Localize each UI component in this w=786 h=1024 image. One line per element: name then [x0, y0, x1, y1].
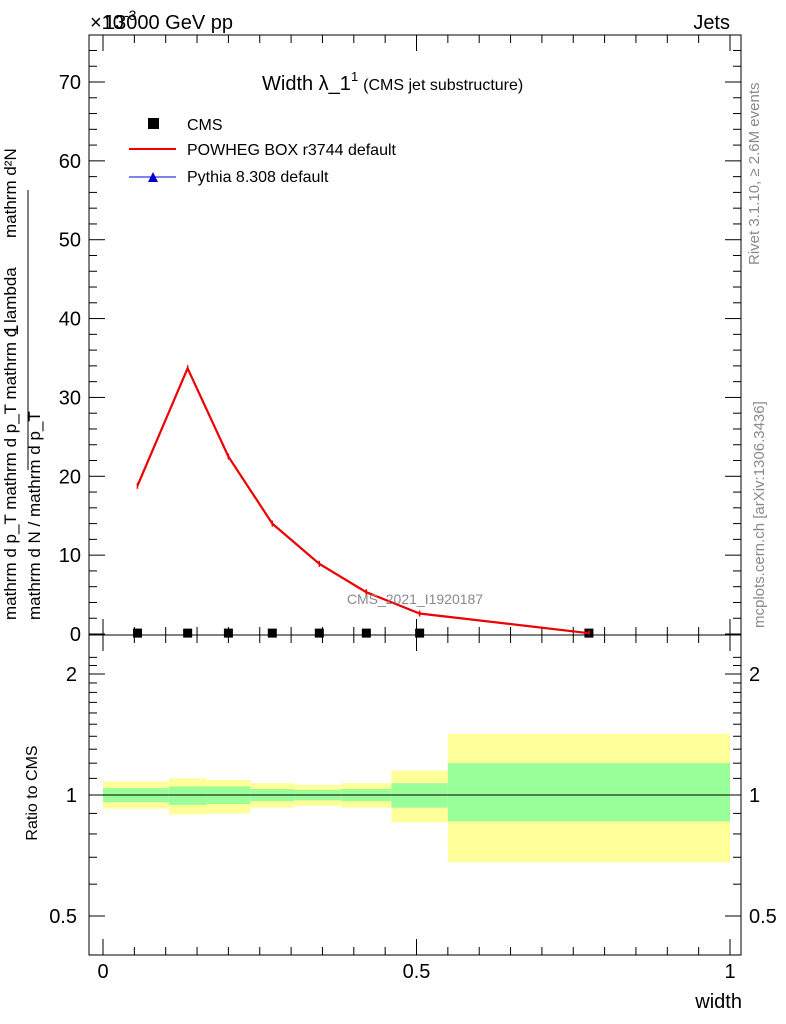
legend-label-cms: CMS: [187, 117, 223, 134]
upper-ytick-label: 20: [59, 466, 81, 488]
upper-ytick-label: 0: [70, 624, 81, 646]
ylabel-frac-num: 1: [1, 324, 23, 335]
cms-point: [415, 628, 425, 638]
ratio-ylabel: Ratio to CMS: [24, 745, 41, 840]
analysis-watermark: CMS_2021_I1920187: [347, 591, 483, 607]
process-label: Jets: [693, 12, 730, 34]
legend-marker-pythia: [148, 172, 158, 182]
legend-label-pythia: Pythia 8.308 default: [187, 169, 329, 186]
lower-ytick-label-right: 0.5: [749, 906, 777, 928]
upper-ytick-label: 10: [59, 545, 81, 567]
ylabel-num: mathrm d²N: [1, 148, 20, 238]
lower-ytick-label-right: 2: [749, 664, 760, 686]
lower-ytick-label: 1: [66, 785, 77, 807]
xlabel: width: [694, 991, 742, 1013]
upper-ytick-label: 60: [59, 151, 81, 173]
lower-xtick-label: 1: [724, 961, 735, 983]
upper-ytick-label: 30: [59, 387, 81, 409]
legend-marker-cms: [148, 118, 159, 129]
chart-title: Width λ_11(CMS jet substructure): [262, 69, 523, 95]
energy-label: 13000 GeV pp: [104, 12, 233, 34]
ylabel-frac-den: mathrm d N / mathrm d p_T: [25, 411, 44, 620]
cms-point: [183, 628, 193, 638]
legend-label-powheg: POWHEG BOX r3744 default: [187, 142, 397, 159]
mcplots-label: mcplots.cern.ch [arXiv:1306.3436]: [751, 401, 768, 628]
lower-ytick-label: 0.5: [49, 906, 77, 928]
cms-point: [267, 628, 277, 638]
upper-ytick-label: 70: [59, 72, 81, 94]
lower-panel: 0.5 0.5 1 1 2 2 0 0.5 1: [49, 634, 777, 983]
cms-point: [223, 628, 233, 638]
lower-axis-ticks: 0.5 0.5 1 1 2 2 0 0.5 1: [49, 635, 777, 983]
ratio-bands: [103, 733, 730, 863]
ratio-band-inner: [447, 763, 730, 822]
upper-series: [132, 365, 594, 638]
upper-ylabel-main: mathrm d p_T mathrm d p_T mathrm d lambd…: [1, 148, 20, 620]
exponent-label: ×10-3: [90, 7, 137, 34]
upper-ylabel: 1 mathrm d N / mathrm d p_T: [1, 190, 44, 620]
cms-point: [361, 628, 371, 638]
upper-axis-ticks: 0 10 20 30 40 50 60 70: [59, 35, 741, 646]
legend: CMS POWHEG BOX r3744 default Pythia 8.30…: [129, 117, 397, 186]
powheg-line: [136, 365, 590, 635]
lower-xtick-label: 0: [97, 961, 108, 983]
cms-point: [132, 628, 142, 638]
upper-ytick-label: 40: [59, 309, 81, 331]
lower-ytick-label: 2: [66, 664, 77, 686]
rivet-label: Rivet 3.1.10, ≥ 2.6M events: [746, 83, 763, 266]
ylabel-den-rest: mathrm d p_T mathrm d p_T mathrm d lambd…: [1, 267, 20, 620]
upper-ytick-label: 50: [59, 230, 81, 252]
lower-ytick-label-right: 1: [749, 785, 760, 807]
lower-xtick-label: 0.5: [403, 961, 431, 983]
cms-point: [314, 628, 324, 638]
upper-panel: 0 10 20 30 40 50 60 70: [59, 34, 742, 646]
ratio-band-inner: [168, 786, 207, 805]
